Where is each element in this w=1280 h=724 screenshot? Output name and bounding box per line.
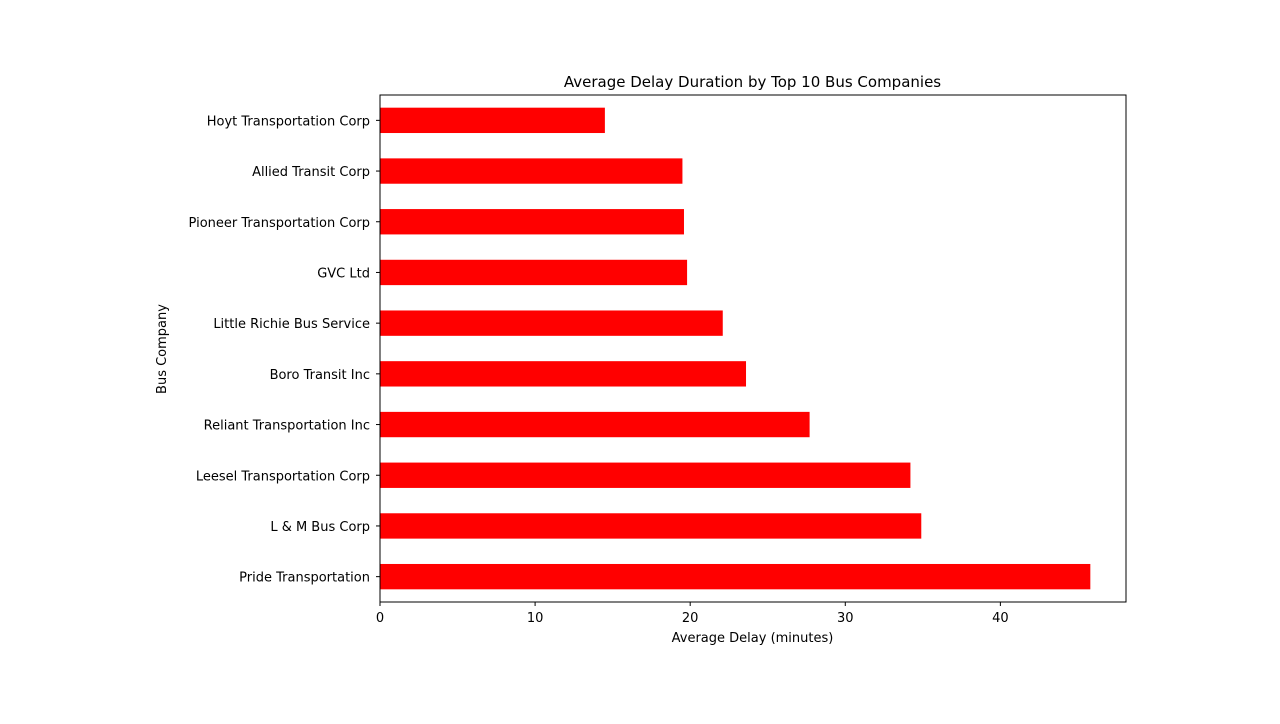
chart-title: Average Delay Duration by Top 10 Bus Com… (564, 73, 941, 91)
y-tick-label: Allied Transit Corp (252, 165, 370, 180)
x-tick-label: 20 (682, 611, 699, 626)
bar (380, 158, 683, 184)
y-tick-label: Pride Transportation (239, 571, 370, 586)
bar (380, 513, 922, 539)
x-tick-label: 0 (376, 611, 384, 626)
bar (380, 310, 723, 336)
y-axis-label: Bus Company (155, 304, 170, 394)
x-tick-label: 30 (837, 611, 854, 626)
x-axis-label: Average Delay (minutes) (672, 631, 834, 646)
y-tick-label: Little Richie Bus Service (213, 317, 370, 332)
x-tick-label: 10 (527, 611, 544, 626)
bars-group (380, 107, 1091, 590)
bar (380, 107, 605, 134)
bar (380, 259, 688, 286)
bar (380, 361, 747, 387)
y-tick-label: L & M Bus Corp (270, 520, 370, 535)
y-tick-label: Pioneer Transportation Corp (189, 216, 370, 231)
bar (380, 209, 684, 235)
y-tick-label: Hoyt Transportation Corp (207, 114, 370, 129)
y-tick-label: Boro Transit Inc (270, 368, 370, 383)
bar (380, 411, 810, 438)
bar (380, 462, 911, 488)
plot-frame (379, 94, 1127, 603)
y-tick-label: Leesel Transportation Corp (196, 469, 370, 484)
x-axis-ticks: 0 10 20 30 40 (376, 602, 1009, 626)
x-tick-label: 40 (992, 611, 1009, 626)
y-axis-ticks: Pride Transportation L & M Bus Corp Leesel… (189, 114, 380, 586)
y-tick-label: Reliant Transportation Inc (204, 419, 370, 434)
y-tick-label: GVC Ltd (317, 266, 370, 281)
bar (380, 563, 1091, 590)
